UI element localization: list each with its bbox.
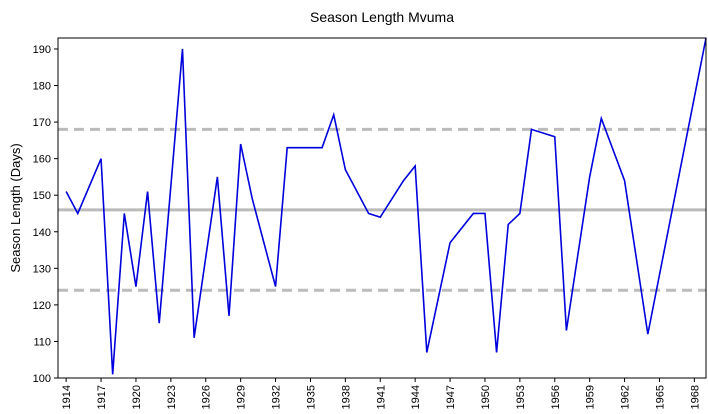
x-tick-label: 1956	[550, 385, 562, 409]
y-tick-label: 190	[33, 44, 51, 56]
x-tick-label: 1959	[585, 385, 597, 409]
x-tick-label: 1932	[271, 385, 283, 409]
x-tick-label: 1920	[131, 385, 143, 409]
y-tick-label: 170	[33, 117, 51, 129]
y-tick-label: 100	[33, 373, 51, 385]
x-tick-label: 1923	[166, 385, 178, 409]
chart-title: Season Length Mvuma	[310, 9, 454, 25]
y-tick-label: 160	[33, 154, 51, 166]
x-tick-label: 1929	[236, 385, 248, 409]
y-axis-label: Season Length (Days)	[8, 143, 23, 272]
x-tick-label: 1953	[515, 385, 527, 409]
x-tick-label: 1944	[410, 385, 422, 409]
x-tick-label: 1968	[689, 385, 701, 409]
x-tick-label: 1947	[445, 385, 457, 409]
y-tick-label: 150	[33, 190, 51, 202]
x-tick-label: 1941	[375, 385, 387, 409]
x-tick-label: 1950	[480, 385, 492, 409]
y-tick-label: 120	[33, 300, 51, 312]
x-tick-label: 1962	[620, 385, 632, 409]
x-tick-label: 1917	[96, 385, 108, 409]
y-tick-label: 130	[33, 263, 51, 275]
x-tick-label: 1914	[61, 385, 73, 409]
x-tick-label: 1965	[654, 385, 666, 409]
x-tick-label: 1926	[201, 385, 213, 409]
y-tick-label: 140	[33, 227, 51, 239]
y-tick-label: 180	[33, 81, 51, 93]
x-tick-label: 1938	[340, 385, 352, 409]
x-tick-label: 1935	[305, 385, 317, 409]
data-line	[65, 37, 707, 375]
plot-frame	[57, 37, 707, 379]
y-tick-label: 110	[33, 336, 51, 348]
